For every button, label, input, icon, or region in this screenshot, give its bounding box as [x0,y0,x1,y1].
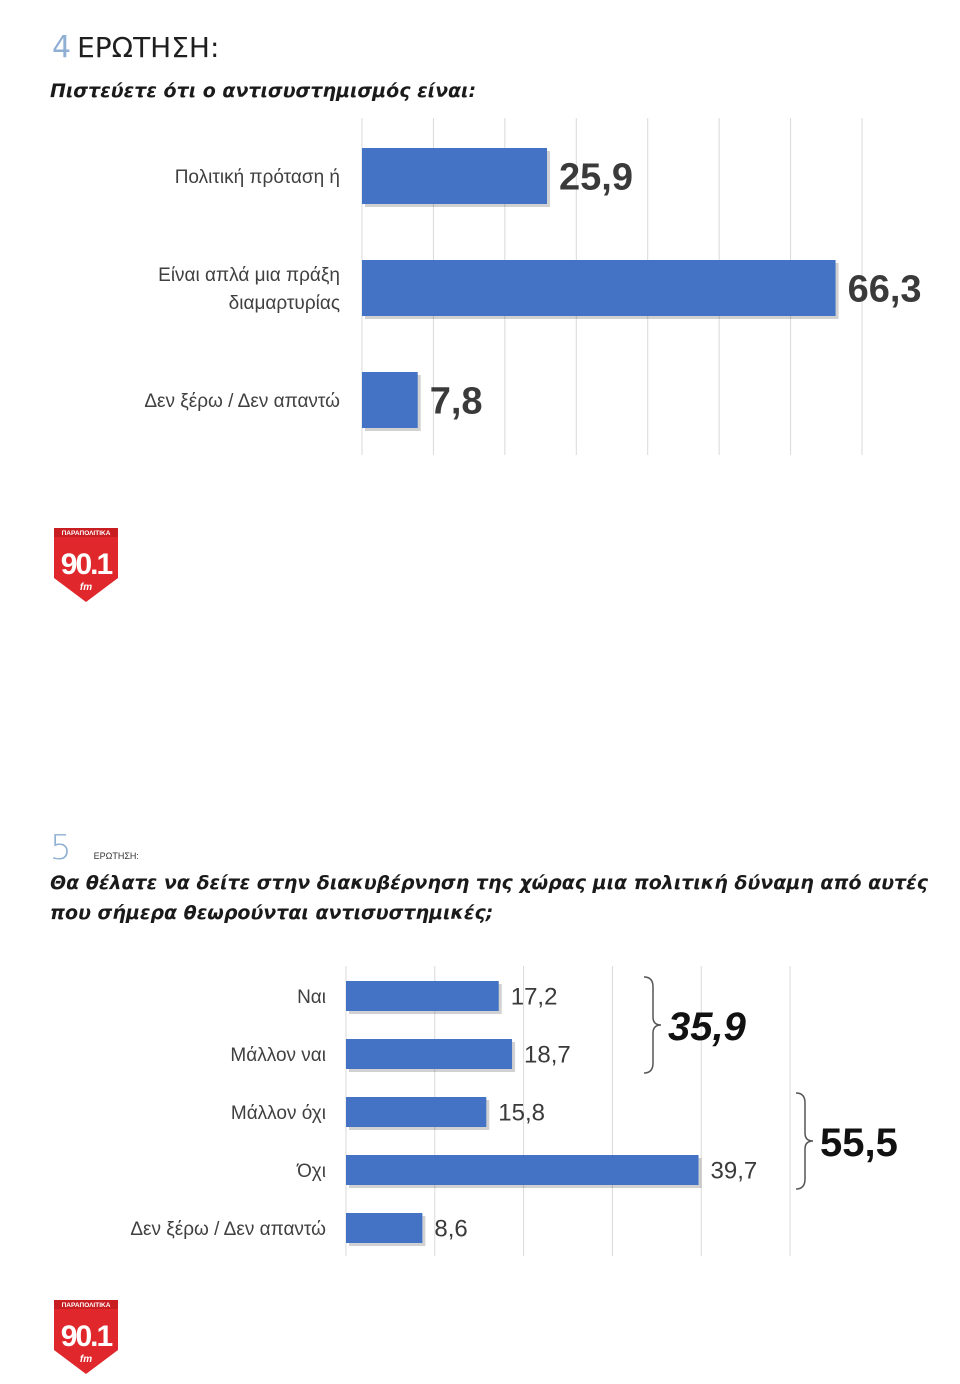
question-word: ΕΡΩΤΗΣΗ: [93,851,139,861]
data-label: 25,9 [559,157,633,199]
question-5-header: 5 ΕΡΩΤΗΣΗ: [50,828,139,868]
question-number: 4 [52,30,72,65]
bar [346,1039,513,1069]
svg-text:fm: fm [80,1354,92,1365]
question-number: 5 [50,828,72,868]
data-label: 7,8 [430,381,483,423]
chart-question-5: 17,2 Ναι 18,7 Μάλλον ναι 15,8 Μάλλον όχι 39,7 Ό… [130,966,898,1256]
question-5-line-2: που σήμερα θεωρούνται αντισυστημικές; [50,902,494,924]
question-5-line-1: Θα θέλατε να δείτε στην διακυβέρνηση της… [50,872,928,894]
category-label: διαμαρτυρίας [229,293,340,314]
svg-text:90.1: 90.1 [61,548,113,581]
category-label: Μάλλον όχι [231,1103,326,1124]
data-label: 8,6 [434,1216,467,1243]
svg-text:90.1: 90.1 [61,1320,113,1353]
group-brace [795,1092,814,1190]
bar [362,260,836,316]
category-label: Δεν ξέρω / Δεν απαντώ [130,1219,326,1240]
question-4-text: Πιστεύετε ότι ο αντισυστημισμός είναι: [50,80,477,102]
group-total-label: 55,5 [820,1121,898,1165]
bar [346,1213,423,1243]
category-label: Όχι [296,1161,326,1182]
data-label: 39,7 [711,1158,758,1185]
bar [346,1097,487,1127]
group-total-label: 35,9 [668,1005,747,1049]
bar [362,148,547,204]
data-label: 15,8 [498,1100,545,1127]
radio-logo: ΠΑΡΑΠΟΛΙΤΙΚΑ 90.1 fm [54,528,118,602]
bar [346,981,499,1011]
chart-question-4: 25,9 Πολιτική πρόταση ή 66,3 Είναι απλά μια… [144,118,922,455]
bar [362,372,418,428]
svg-text:ΠΑΡΑΠΟΛΙΤΙΚΑ: ΠΑΡΑΠΟΛΙΤΙΚΑ [62,530,111,537]
category-label: Είναι απλά μια πράξη [158,265,340,286]
category-label: Μάλλον ναι [230,1045,326,1066]
category-label: Πολιτική πρόταση ή [175,167,340,188]
svg-text:fm: fm [80,582,92,593]
svg-text:ΠΑΡΑΠΟΛΙΤΙΚΑ: ΠΑΡΑΠΟΛΙΤΙΚΑ [62,1302,111,1309]
data-label: 17,2 [511,984,558,1011]
category-label: Δεν ξέρω / Δεν απαντώ [144,391,340,412]
question-word: ΕΡΩΤΗΣΗ: [77,31,220,64]
question-5-text: Θα θέλατε να δείτε στην διακυβέρνηση της… [50,868,930,928]
bar [346,1155,699,1185]
category-label: Ναι [297,987,326,1008]
data-label: 18,7 [524,1042,571,1069]
group-brace [643,976,662,1074]
data-label: 66,3 [848,269,922,311]
question-4-header: 4 ΕΡΩΤΗΣΗ: [52,30,219,65]
radio-logo: ΠΑΡΑΠΟΛΙΤΙΚΑ 90.1 fm [54,1300,118,1374]
